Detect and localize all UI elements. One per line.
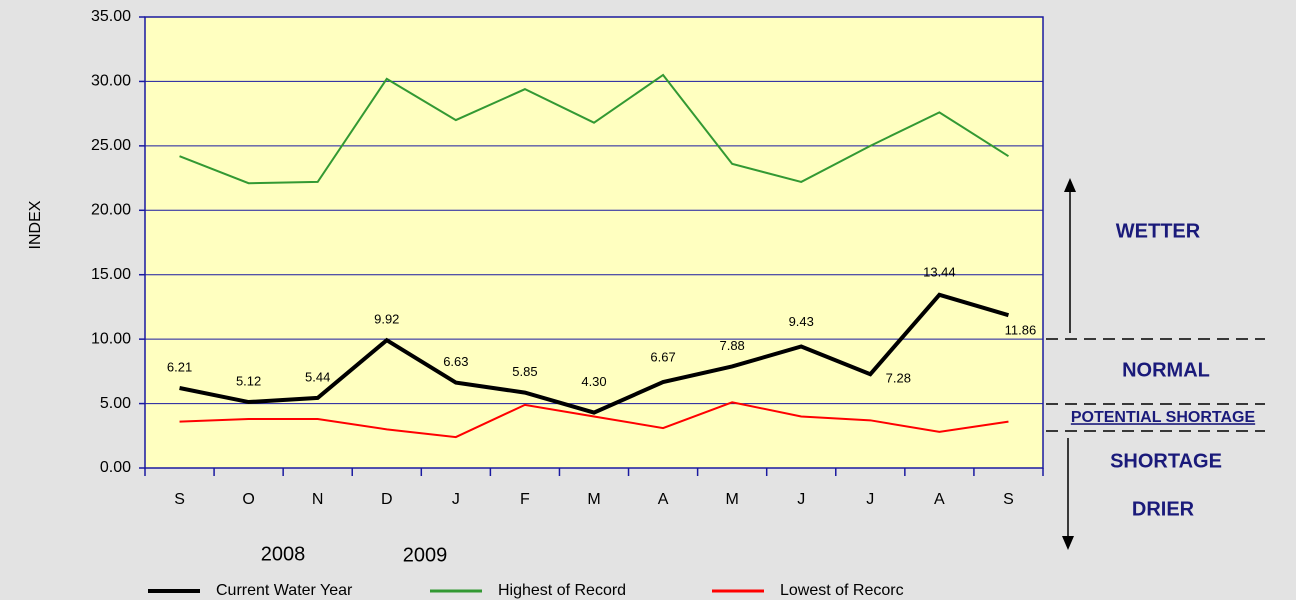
data-label: 6.21 xyxy=(167,359,192,374)
data-label: 7.88 xyxy=(719,338,744,353)
y-tick-label: 15.00 xyxy=(91,266,131,283)
annotation: NORMAL xyxy=(1122,359,1210,381)
y-axis-label: INDEX xyxy=(27,200,44,249)
y-tick-label: 10.00 xyxy=(91,330,131,347)
series-line xyxy=(179,401,1009,439)
data-label: 5.44 xyxy=(305,369,330,384)
x-tick-label: D xyxy=(381,491,393,508)
y-tick-label: 25.00 xyxy=(91,137,131,154)
y-tick-label: 0.00 xyxy=(100,459,131,476)
arrow-head xyxy=(1062,536,1074,550)
x-tick-label: M xyxy=(587,491,600,508)
y-tick-label: 30.00 xyxy=(91,73,131,90)
x-tick-label: M xyxy=(725,491,738,508)
x-tick-label: S xyxy=(174,491,185,508)
annotation: SHORTAGE xyxy=(1110,450,1222,472)
x-tick-label: S xyxy=(1003,491,1014,508)
data-label: 13.44 xyxy=(923,264,956,279)
year-label: 2008 xyxy=(261,543,306,565)
x-tick-label: J xyxy=(452,491,460,508)
x-tick-label: J xyxy=(866,491,874,508)
data-label: 7.28 xyxy=(886,371,911,386)
series-line xyxy=(179,292,1010,415)
annotation: WETTER xyxy=(1116,220,1201,242)
plot-border xyxy=(144,16,1044,469)
x-tick-label: A xyxy=(934,491,945,508)
y-tick-label: 20.00 xyxy=(91,202,131,219)
data-label: 5.12 xyxy=(236,373,261,388)
data-label: 11.86 xyxy=(1005,323,1037,338)
data-label: 9.92 xyxy=(374,312,399,327)
data-label: 5.85 xyxy=(512,364,537,379)
x-tick-label: J xyxy=(797,491,805,508)
plot-area xyxy=(145,17,1043,468)
x-tick-label: O xyxy=(242,491,254,508)
x-tick-label: F xyxy=(520,491,530,508)
annotation: DRIER xyxy=(1132,498,1195,520)
x-tick-label: A xyxy=(658,491,669,508)
series-line xyxy=(179,73,1009,185)
data-label: 4.30 xyxy=(581,374,606,389)
legend-label: Highest of Record xyxy=(498,582,626,599)
arrow-head xyxy=(1064,178,1076,192)
legend-label: Current Water Year xyxy=(216,582,353,599)
x-tick-label: N xyxy=(312,491,324,508)
y-tick-label: 35.00 xyxy=(91,8,131,25)
data-label: 9.43 xyxy=(789,314,814,329)
annotation: POTENTIAL SHORTAGE xyxy=(1071,409,1256,426)
legend-label: Lowest of Recorc xyxy=(780,582,904,599)
y-tick-label: 5.00 xyxy=(100,395,131,412)
year-label: 2009 xyxy=(403,544,448,566)
data-label: 6.67 xyxy=(650,349,675,364)
data-label: 6.63 xyxy=(443,354,468,369)
